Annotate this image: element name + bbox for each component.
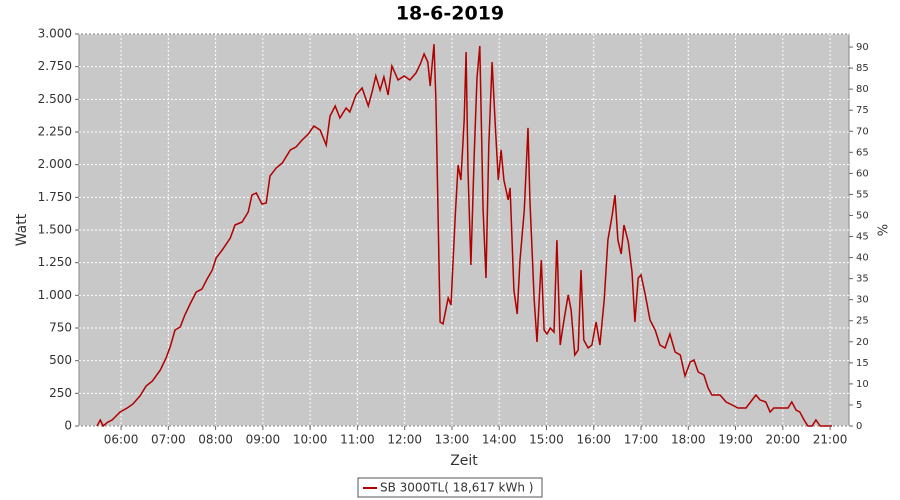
y2-tick-label: 40: [856, 253, 869, 264]
y2-tick-label: 75: [856, 105, 869, 116]
x-tick-label: 13:00: [435, 433, 470, 447]
y2-tick-label: 85: [856, 63, 869, 74]
y2-tick-label: 60: [856, 168, 869, 179]
legend-label: SB 3000TL( 18,617 kWh ): [380, 481, 533, 495]
x-tick-label: 11:00: [340, 433, 375, 447]
data-line: [96, 44, 832, 428]
x-tick-label: 07:00: [151, 433, 186, 447]
y2-tick-label: 15: [856, 358, 869, 369]
x-axis-label: Zeit: [450, 453, 478, 469]
x-tick-label: 16:00: [576, 433, 611, 447]
y2-tick-label: 0: [856, 421, 862, 432]
chart-title: 18-6-2019: [396, 3, 504, 25]
y2-tick-label: 90: [856, 42, 869, 53]
x-tick-label: 20:00: [766, 433, 801, 447]
y2-tick-label: 20: [856, 337, 869, 348]
y-tick-label: 0: [64, 419, 72, 433]
y2-tick-label: 80: [856, 84, 869, 95]
y2-tick-label: 25: [856, 316, 869, 327]
x-tick-label: 09:00: [246, 433, 281, 447]
y2-tick-label: 35: [856, 274, 869, 285]
x-tick-label: 17:00: [624, 433, 659, 447]
y-axis-label: Watt: [14, 213, 30, 246]
y-tick-label: 2.750: [38, 59, 72, 73]
x-tick-label: 21:00: [813, 433, 848, 447]
y-tick-label: 250: [49, 386, 72, 400]
x-tick-label: 19:00: [718, 433, 753, 447]
y-tick-label: 2.250: [38, 125, 72, 139]
y2-tick-label: 50: [856, 210, 869, 221]
y2-tick-label: 65: [856, 147, 869, 158]
y-tick-label: 500: [49, 353, 72, 367]
y2-tick-label: 45: [856, 232, 869, 243]
y2-tick-label: 5: [856, 400, 862, 411]
legend: [357, 477, 543, 498]
y-tick-label: 750: [49, 321, 72, 335]
y-tick-label: 1.500: [38, 223, 72, 237]
y2-tick-label: 55: [856, 189, 869, 200]
y2-tick-label: 70: [856, 126, 869, 137]
y-tick-label: 1.250: [38, 255, 72, 269]
y-tick-label: 2.500: [38, 92, 72, 106]
y-tick-label: 3.000: [38, 27, 72, 41]
y2-tick-label: 30: [856, 295, 869, 306]
x-tick-label: 10:00: [293, 433, 328, 447]
y-tick-label: 1.000: [38, 288, 72, 302]
x-tick-label: 12:00: [387, 433, 422, 447]
y-tick-label: 2.000: [38, 157, 72, 171]
y2-tick-label: 10: [856, 379, 869, 390]
x-tick-label: 06:00: [104, 433, 139, 447]
y2-axis-label: %: [877, 224, 892, 236]
x-tick-label: 14:00: [482, 433, 517, 447]
y-tick-label: 1.750: [38, 190, 72, 204]
x-tick-label: 08:00: [198, 433, 233, 447]
x-tick-label: 15:00: [529, 433, 564, 447]
x-tick-label: 18:00: [671, 433, 706, 447]
